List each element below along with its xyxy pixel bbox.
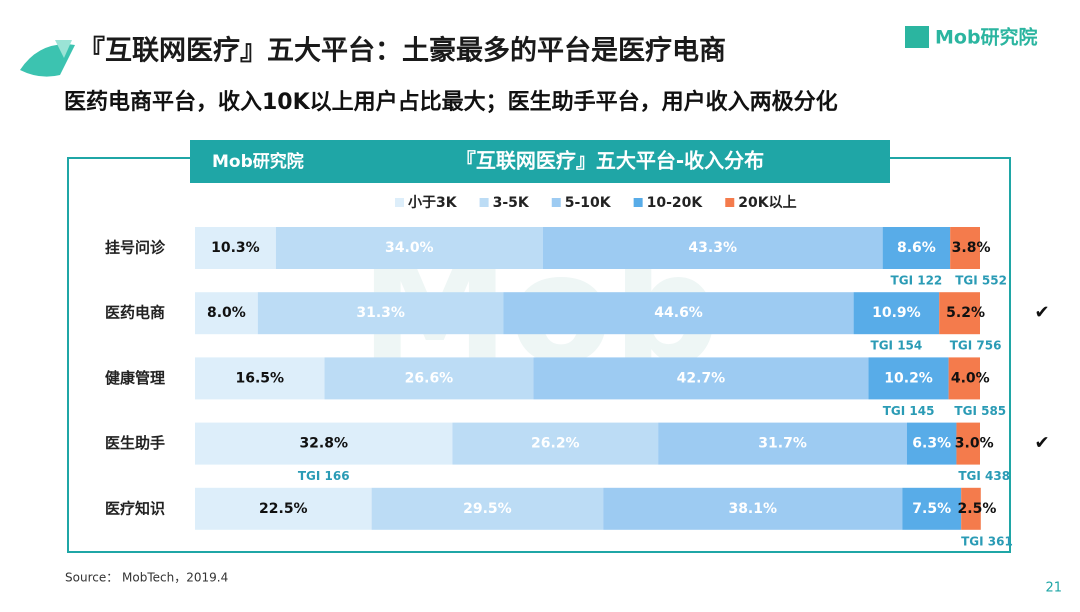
legend-swatch [395, 198, 404, 207]
value-label: 29.5% [463, 501, 512, 517]
bar-segment [902, 487, 962, 530]
legend-label: 小于3K [408, 195, 458, 211]
tgi-label: TGI 361 [961, 534, 1013, 548]
value-label: 22.5% [259, 501, 308, 517]
value-label: 26.6% [405, 370, 454, 386]
bar-segment [195, 227, 276, 269]
legend-label: 5-10K [565, 195, 612, 211]
value-label: 2.5% [958, 501, 997, 517]
value-label: 44.6% [654, 305, 703, 321]
value-label: 32.8% [299, 436, 348, 452]
tgi-label: TGI 438 [958, 469, 1010, 483]
value-label: 10.2% [884, 370, 933, 386]
value-label: 10.9% [872, 305, 921, 321]
tgi-label: TGI 166 [298, 469, 350, 483]
page-number: 21 [1045, 581, 1062, 596]
bar-segment [542, 227, 883, 269]
value-label: 38.1% [728, 501, 777, 517]
bar-segment [658, 422, 907, 465]
bar-segment [452, 422, 659, 465]
category-label: 医疗知识 [105, 499, 165, 517]
bar-segment [853, 292, 940, 335]
value-label: 8.6% [897, 240, 936, 256]
bar-segment [961, 487, 981, 530]
logo-icon [905, 26, 929, 48]
source: Source： MobTech，2019.4 [65, 571, 228, 585]
chart-title: 『互联网医疗』五大平台-收入分布 [456, 149, 764, 173]
bar-segment [275, 227, 543, 269]
value-label: 31.7% [758, 436, 807, 452]
subtitle: 医药电商平台，收入10K以上用户占比最大；医生助手平台，用户收入两极分化 [64, 89, 838, 115]
value-label: 16.5% [235, 370, 284, 386]
title: 『互联网医疗』五大平台：土豪最多的平台是医疗电商 [78, 35, 726, 67]
category-label: 医生助手 [105, 434, 165, 452]
bar-segment [868, 357, 949, 400]
bar-segment [906, 422, 957, 465]
legend-swatch [725, 198, 735, 207]
bar-segment [503, 292, 854, 335]
check: ✔ [1034, 433, 1049, 454]
legend-swatch [479, 198, 489, 207]
tgi-label: TGI 154 [871, 339, 923, 353]
check: ✔ [1034, 302, 1049, 323]
bar-segment [939, 292, 980, 335]
tgi-label: TGI 756 [950, 339, 1002, 353]
category-label: 健康管理 [105, 369, 165, 387]
value-label: 3.0% [955, 436, 994, 452]
bar-segment [956, 422, 980, 465]
legend-swatch [551, 198, 561, 207]
legend-label: 3-5K [493, 195, 530, 211]
tgi-label: TGI 122 [891, 274, 943, 288]
chart-header [190, 140, 890, 183]
logo: Mob研究院 [935, 26, 1038, 49]
bar-segment [324, 357, 534, 400]
value-label: 42.7% [677, 370, 726, 386]
bar-segment [948, 357, 980, 400]
value-label: 6.3% [912, 436, 951, 452]
value-label: 10.3% [211, 240, 260, 256]
bar-segment [533, 357, 869, 400]
value-label: 26.2% [531, 436, 580, 452]
header-logo: Mob研究院 [212, 151, 304, 172]
value-label: 34.0% [385, 240, 434, 256]
legend-label: 20K以上 [738, 195, 796, 211]
bar-segment [603, 487, 903, 530]
bar-segment [257, 292, 504, 335]
decoration [55, 40, 72, 58]
bar-segment [195, 292, 258, 335]
value-label: 4.0% [951, 370, 990, 386]
bar-segment [195, 487, 372, 530]
bar-segment [195, 357, 325, 400]
value-label: 43.3% [688, 240, 737, 256]
category-label: 挂号问诊 [105, 239, 166, 257]
bar-segment [371, 487, 604, 530]
tgi-label: TGI 585 [954, 404, 1006, 418]
legend-swatch [633, 198, 643, 207]
value-label: 5.2% [946, 305, 985, 321]
value-label: 3.8% [952, 240, 991, 256]
value-label: 8.0% [207, 305, 246, 321]
category-label: 医药电商 [105, 304, 165, 322]
tgi-label: TGI 552 [955, 274, 1007, 288]
value-label: 7.5% [912, 501, 951, 517]
legend-label: 10-20K [647, 195, 704, 211]
bar-segment [950, 227, 980, 269]
value-label: 31.3% [356, 305, 405, 321]
bar-segment [195, 422, 453, 465]
bar-segment [882, 227, 951, 269]
tgi-label: TGI 145 [883, 404, 935, 418]
